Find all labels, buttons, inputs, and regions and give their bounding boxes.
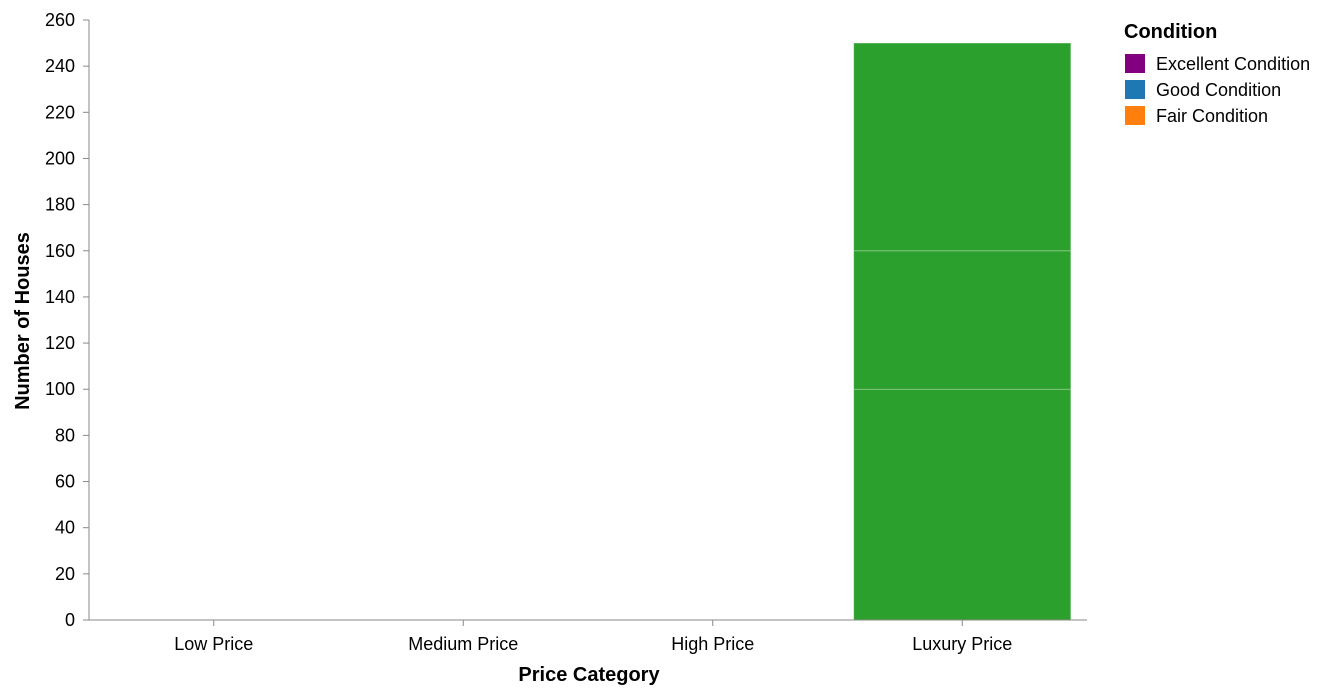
legend: Condition Excellent Condition Good Condit…: [1124, 21, 1310, 126]
legend-swatch: [1125, 54, 1145, 73]
legend-swatch: [1125, 80, 1145, 99]
x-axis: Low Price Medium Price High Price Luxury Pr…: [89, 619, 1087, 654]
y-tick-label: 80: [55, 425, 75, 445]
y-axis: 0 20 40 60 80 100 120 140 160 180 200 220 240 260: [45, 10, 90, 630]
x-tick-label: Luxury Price: [912, 634, 1012, 654]
legend-label: Excellent Condition: [1156, 54, 1310, 74]
x-axis-title: Price Category: [518, 664, 660, 686]
legend-label: Fair Condition: [1156, 106, 1268, 126]
bars-group: [853, 42, 1072, 621]
y-tick-label: 0: [65, 610, 75, 630]
y-tick-label: 160: [45, 241, 75, 261]
bar-luxury-price-good-condition: [853, 250, 1072, 390]
bar-luxury-price-excellent-condition: [853, 388, 1072, 621]
x-tick-label: Medium Price: [408, 634, 518, 654]
y-axis-title: Number of Houses: [12, 232, 34, 410]
x-tick-label: Low Price: [174, 634, 253, 654]
y-tick-label: 120: [45, 333, 75, 353]
y-tick-label: 40: [55, 518, 75, 538]
y-tick-label: 100: [45, 379, 75, 399]
y-tick-label: 20: [55, 564, 75, 584]
y-tick-label: 220: [45, 102, 75, 122]
y-tick-label: 260: [45, 10, 75, 30]
y-tick-label: 140: [45, 287, 75, 307]
legend-swatch: [1125, 106, 1145, 125]
legend-label: Good Condition: [1156, 80, 1281, 100]
y-tick-label: 200: [45, 148, 75, 168]
y-tick-label: 60: [55, 472, 75, 492]
x-tick-label: High Price: [671, 634, 754, 654]
legend-title: Condition: [1124, 21, 1217, 43]
bar-luxury-price-fair-condition: [853, 42, 1072, 252]
y-tick-label: 240: [45, 56, 75, 76]
y-tick-label: 180: [45, 195, 75, 215]
